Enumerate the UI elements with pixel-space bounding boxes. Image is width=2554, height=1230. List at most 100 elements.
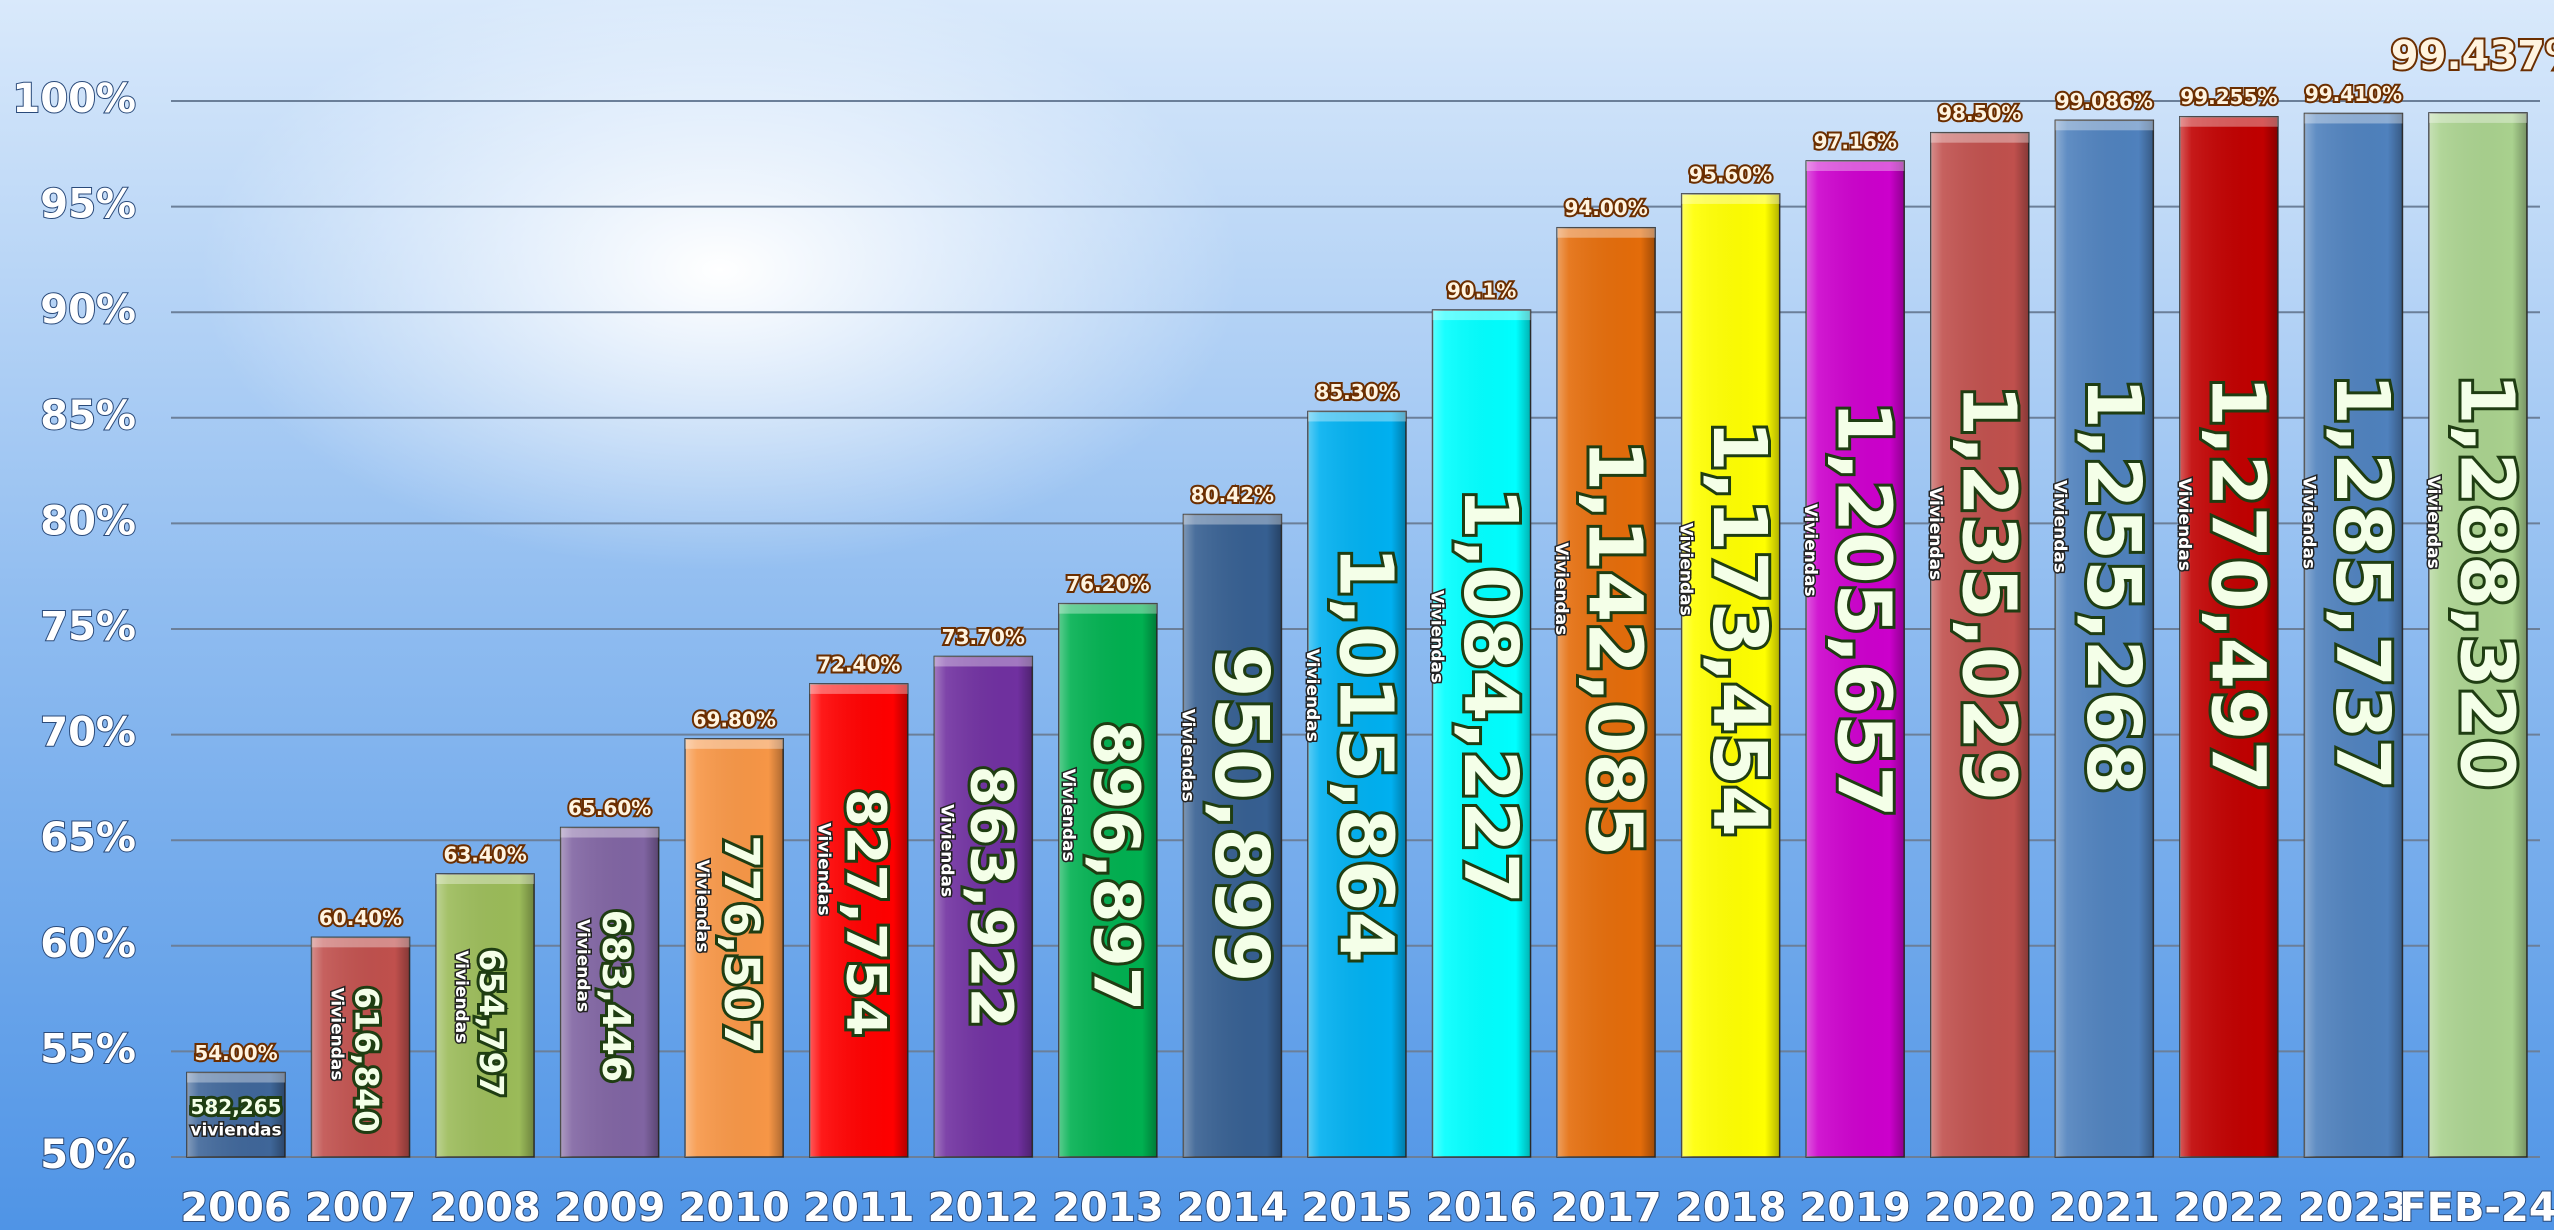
count-unit: Viviendas [1427, 590, 1447, 683]
x-tick-label: 2008 [429, 1185, 540, 1230]
y-tick-label: 85% [40, 393, 136, 439]
bar-bevel [934, 656, 1033, 667]
value-label: 65.60% [568, 796, 651, 820]
bar-bevel [809, 683, 908, 694]
y-tick-label: 65% [40, 815, 136, 861]
bar-bevel [1308, 411, 1406, 422]
count-label: 1,270,497 [2194, 375, 2280, 792]
value-label: 80.42% [1191, 483, 1274, 507]
bar-bevel [1557, 227, 1656, 238]
count-unit: Viviendas [1676, 523, 1696, 616]
bar-shade [1183, 514, 1282, 1157]
bar-bevel [1806, 160, 1905, 171]
count-label: 1,235,029 [1945, 385, 2031, 802]
count-unit: Viviendas [2049, 480, 2069, 573]
bar-shade [560, 827, 659, 1157]
count-label: 950,899 [1198, 646, 1284, 982]
bar-shade [2429, 112, 2527, 1158]
x-tick-label: FEB-24 [2399, 1185, 2554, 1230]
y-tick-label: 55% [40, 1026, 136, 1072]
count-label: 1,015,864 [1322, 546, 1408, 963]
bar-bevel [2429, 112, 2527, 123]
bar-shade [809, 683, 908, 1157]
photo-glow [200, 0, 1240, 570]
value-label: 99.086% [2056, 89, 2153, 113]
value-label: 99.255% [2180, 85, 2277, 109]
x-tick-label: 2015 [1301, 1185, 1412, 1230]
count-unit: Viviendas [1178, 709, 1198, 802]
count-label: 1,084,227 [1447, 487, 1533, 904]
y-tick-label: 75% [40, 604, 136, 650]
count-label: 776,507 [713, 835, 769, 1054]
count-unit: Viviendas [1925, 487, 1945, 580]
bar-bevel [1681, 193, 1780, 204]
bar-shade [1432, 310, 1531, 1157]
y-tick-label: 70% [40, 710, 136, 756]
bar-bevel [560, 827, 659, 838]
count-label: 896,897 [1078, 721, 1152, 1011]
value-label: 99.410% [2305, 82, 2402, 106]
bar-shade [2179, 116, 2278, 1158]
x-tick-label: 2009 [554, 1185, 665, 1230]
bar-shade [1058, 603, 1157, 1157]
bar-shade [1308, 411, 1406, 1157]
count-label: 1,255,268 [2070, 377, 2156, 794]
count-label: 1,288,320 [2443, 373, 2529, 790]
count-unit: viviendas [190, 1121, 281, 1141]
value-label: 85.30% [1315, 380, 1398, 404]
count-label: 827,754 [835, 789, 898, 1037]
x-tick-label: 2007 [305, 1185, 416, 1230]
count-label: 1,142,085 [1572, 440, 1658, 857]
value-label: 73.70% [942, 625, 1025, 649]
x-tick-label: 2023 [2298, 1185, 2409, 1230]
value-label: 54.00% [194, 1041, 277, 1065]
count-unit: Viviendas [451, 950, 471, 1043]
bar-bevel [311, 937, 410, 948]
bar-bevel [187, 1072, 285, 1083]
x-tick-label: 2020 [1924, 1185, 2035, 1230]
bar-shade [436, 873, 535, 1157]
bar-shade [1557, 227, 1656, 1158]
x-tick-label: 2018 [1675, 1185, 1786, 1230]
bar-bevel [1183, 514, 1282, 525]
count-unit: Viviendas [692, 859, 712, 952]
x-tick-label: 2017 [1550, 1185, 1661, 1230]
bar-bevel [1432, 310, 1531, 321]
y-tick-label: 50% [40, 1132, 136, 1178]
count-label: 1,205,657 [1821, 401, 1907, 818]
count-label: 683,446 [594, 910, 638, 1083]
count-unit: Viviendas [327, 988, 347, 1081]
count-unit: Viviendas [1302, 649, 1322, 742]
bar-shade [1930, 132, 2029, 1158]
count-unit: Viviendas [937, 804, 957, 897]
bar-bevel [685, 738, 784, 749]
count-label: 863,922 [958, 766, 1025, 1028]
value-label: 97.16% [1814, 129, 1897, 153]
value-label: 99.437% [2391, 33, 2554, 79]
x-tick-label: 2016 [1426, 1185, 1537, 1230]
count-unit: Viviendas [1058, 769, 1078, 862]
value-label: 72.40% [817, 652, 900, 676]
count-unit: Viviendas [2174, 478, 2194, 571]
value-label: 98.50% [1938, 101, 2021, 125]
value-label: 63.40% [443, 842, 526, 866]
x-tick-label: 2014 [1177, 1185, 1288, 1230]
y-tick-label: 90% [40, 287, 136, 333]
count-unit: Viviendas [1551, 542, 1571, 635]
bar-bevel [2304, 113, 2403, 124]
bar-shade [2055, 120, 2154, 1157]
count-label: 654,797 [472, 949, 510, 1097]
y-tick-label: 60% [40, 921, 136, 967]
bar-shade [2304, 113, 2403, 1157]
count-unit: Viviendas [573, 919, 593, 1012]
x-tick-label: 2012 [928, 1185, 1039, 1230]
count-label: 616,840 [348, 987, 386, 1133]
bar-bevel [2179, 116, 2278, 127]
x-tick-label: 2019 [1800, 1185, 1911, 1230]
bar-bevel [2055, 120, 2154, 131]
y-tick-label: 100% [12, 76, 136, 122]
count-unit: Viviendas [814, 823, 834, 916]
count-unit: Viviendas [1800, 504, 1820, 597]
count-label: 1,173,454 [1696, 420, 1782, 837]
